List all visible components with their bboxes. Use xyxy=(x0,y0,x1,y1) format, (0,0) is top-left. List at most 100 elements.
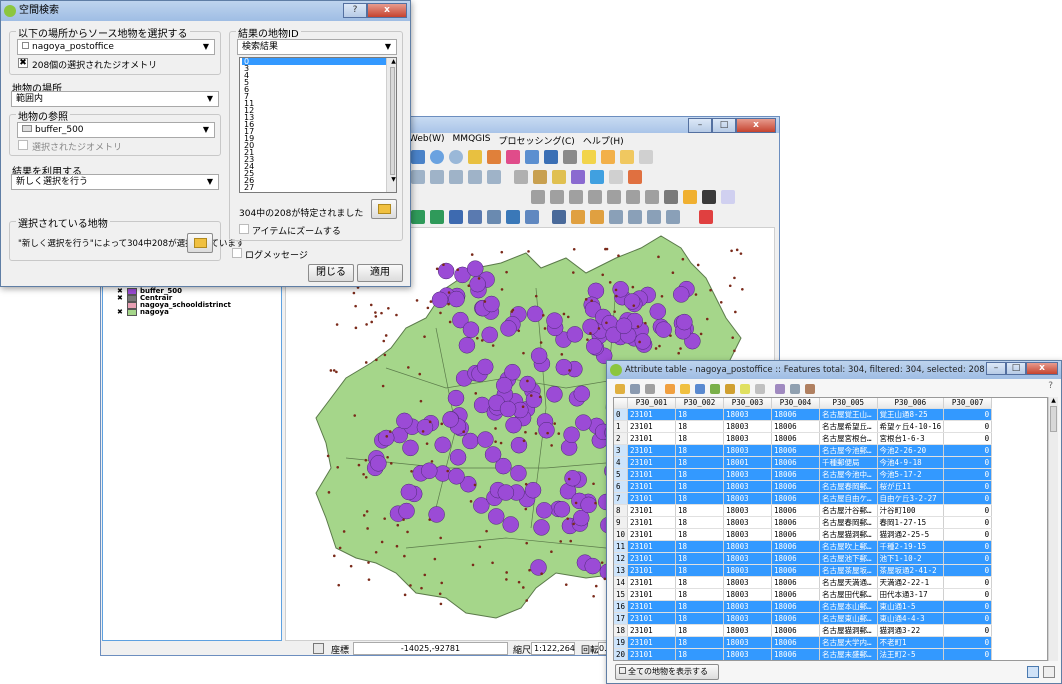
copy-icon[interactable] xyxy=(775,384,785,394)
table-cell[interactable]: 天満通2-22-1 xyxy=(877,576,945,589)
zoom-in-icon[interactable] xyxy=(430,150,444,164)
table-row[interactable]: 0 23101 18 18003 18006 名古屋覚王山… 覚王山通8-25 0 xyxy=(614,408,993,421)
close-button[interactable]: x xyxy=(736,118,776,133)
table-cell[interactable]: 18006 xyxy=(771,528,821,541)
select-all-icon[interactable] xyxy=(680,384,690,394)
table-cell[interactable]: 0 xyxy=(943,540,993,553)
table-cell[interactable]: 名古屋池下郵… xyxy=(819,552,878,565)
table-cell[interactable]: 18 xyxy=(675,552,725,565)
table-cell[interactable]: 18003 xyxy=(723,516,773,529)
column-header[interactable]: P30_006 xyxy=(877,398,945,409)
table-cell[interactable]: 名古屋猫洞郵… xyxy=(819,624,878,637)
table-cell[interactable]: 18 xyxy=(675,492,725,505)
show-all-features-button[interactable]: 全ての地物を表示する xyxy=(615,664,719,680)
add-part-icon[interactable] xyxy=(487,170,501,184)
table-cell[interactable]: 18003 xyxy=(723,612,773,625)
table-row[interactable]: 13 23101 18 18003 18006 名古屋茶屋坂… 茶屋坂通2-41-2 0 xyxy=(614,564,993,577)
result-use-combo[interactable]: 新しく選択を行う ▼ xyxy=(11,174,219,190)
python-icon[interactable] xyxy=(487,210,501,224)
table-cell[interactable]: 0 xyxy=(943,648,993,660)
scroll-up-icon[interactable]: ▲ xyxy=(391,58,396,65)
table-cell[interactable]: 18003 xyxy=(723,444,773,457)
ruler-icon[interactable] xyxy=(563,150,577,164)
table-cell[interactable]: 23101 xyxy=(627,600,677,613)
result-id-item[interactable]: 21 xyxy=(244,148,255,157)
table-cell[interactable]: 18006 xyxy=(771,552,821,565)
table-cell[interactable]: 18 xyxy=(675,588,725,601)
edit-pencil-icon[interactable] xyxy=(615,384,625,394)
calc-icon[interactable] xyxy=(805,384,815,394)
invert-icon[interactable] xyxy=(695,384,705,394)
table-cell[interactable]: 名古屋田代郵… xyxy=(819,588,878,601)
table-cell[interactable]: 23101 xyxy=(627,420,677,433)
table-cell[interactable]: 名古屋希望丘… xyxy=(819,420,878,433)
table-cell[interactable]: 18 xyxy=(675,540,725,553)
overlay-f-icon[interactable] xyxy=(666,210,680,224)
table-cell[interactable]: 名古屋覚王山… xyxy=(819,408,878,421)
scroll-thumb[interactable] xyxy=(390,67,395,175)
table-cell[interactable]: 千種2-19-15 xyxy=(877,540,945,553)
plugin-a-icon[interactable] xyxy=(411,210,425,224)
table-cell[interactable]: 18006 xyxy=(771,504,821,517)
table-cell[interactable]: 18 xyxy=(675,408,725,421)
comment-icon[interactable] xyxy=(582,150,596,164)
add-ring-icon[interactable] xyxy=(468,170,482,184)
gps-icon[interactable] xyxy=(552,210,566,224)
table-cell[interactable]: 0 xyxy=(943,552,993,565)
table-cell[interactable]: 0 xyxy=(943,492,993,505)
table-cell[interactable]: 23101 xyxy=(627,552,677,565)
scroll-thumb[interactable] xyxy=(1050,406,1057,432)
row-header[interactable]: 11 xyxy=(614,540,629,553)
delete-icon[interactable] xyxy=(645,384,655,394)
change-label-icon[interactable] xyxy=(645,190,659,204)
table-cell[interactable]: 23101 xyxy=(627,528,677,541)
table-cell[interactable]: 23101 xyxy=(627,636,677,649)
table-cell[interactable]: 18003 xyxy=(723,432,773,445)
table-row[interactable]: 8 23101 18 18003 18006 名古屋汁谷郵… 汁谷町100 0 xyxy=(614,504,993,517)
table-cell[interactable]: 名古屋本山郵… xyxy=(819,600,878,613)
table-cell[interactable]: 0 xyxy=(943,480,993,493)
table-cell[interactable]: 18 xyxy=(675,456,725,469)
table-row[interactable]: 11 23101 18 18003 18006 名古屋吹上郵… 千種2-19-15 0 xyxy=(614,540,993,553)
result-id-item[interactable]: 12 xyxy=(244,106,255,115)
move-top-icon[interactable] xyxy=(725,384,735,394)
edit-node-icon[interactable] xyxy=(411,170,425,184)
table-cell[interactable]: 0 xyxy=(943,420,993,433)
table-cell[interactable]: 18003 xyxy=(723,564,773,577)
reference-selected-checkbox[interactable] xyxy=(18,140,28,150)
table-cell[interactable]: 18003 xyxy=(723,648,773,660)
table-cell[interactable]: 18006 xyxy=(771,540,821,553)
bookmark-icon[interactable] xyxy=(601,150,615,164)
table-icon[interactable] xyxy=(525,150,539,164)
result-id-item[interactable]: 7 xyxy=(244,92,250,101)
table-cell[interactable]: 不老町1 xyxy=(877,636,945,649)
table-cell[interactable]: 名古屋吹上郵… xyxy=(819,540,878,553)
table-cell[interactable]: 名古屋宮根台… xyxy=(819,432,878,445)
table-cell[interactable]: 23101 xyxy=(627,444,677,457)
coord-field[interactable]: -14025,-92781 xyxy=(353,642,508,655)
table-cell[interactable]: 23101 xyxy=(627,408,677,421)
heart-icon[interactable] xyxy=(468,210,482,224)
table-view-icon[interactable] xyxy=(1027,666,1039,678)
result-id-item[interactable]: 0 xyxy=(242,58,388,66)
rotate-icon[interactable] xyxy=(430,170,444,184)
db-icon[interactable] xyxy=(506,210,520,224)
result-id-item[interactable]: 4 xyxy=(244,71,250,80)
table-cell[interactable]: 23101 xyxy=(627,588,677,601)
row-header[interactable]: 6 xyxy=(614,480,629,493)
table-row[interactable]: 1 23101 18 18003 18006 名古屋希望丘… 希望ヶ丘4-10-16 0 xyxy=(614,420,993,433)
table-cell[interactable]: 23101 xyxy=(628,660,676,661)
result-id-item[interactable]: 16 xyxy=(244,120,255,129)
row-header[interactable]: 7 xyxy=(614,492,629,505)
table-cell[interactable]: 18006 xyxy=(771,456,821,469)
row-header[interactable]: 1 xyxy=(614,420,629,433)
measure-icon[interactable] xyxy=(506,150,520,164)
table-cell[interactable]: 18006 xyxy=(771,444,821,457)
table-cell[interactable]: 18003 xyxy=(723,552,773,565)
minimize-button[interactable]: – xyxy=(986,362,1006,375)
layer-name-3[interactable]: nagoya xyxy=(140,308,169,316)
result-id-item[interactable]: 27 xyxy=(244,183,255,192)
table-cell[interactable]: 汁谷町100 xyxy=(877,504,945,517)
table-cell[interactable]: 23101 xyxy=(627,468,677,481)
table-row[interactable]: 4 23101 18 18001 18006 千種郵便局 今池4-9-18 0 xyxy=(614,456,993,469)
